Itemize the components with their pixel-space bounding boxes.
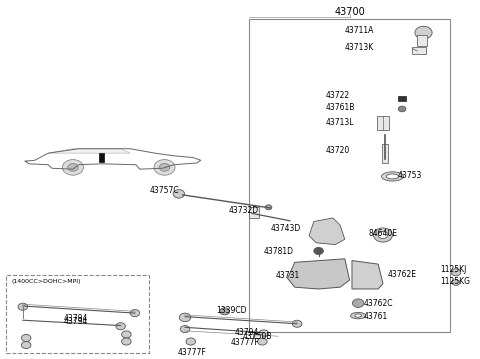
Text: 43794: 43794 bbox=[235, 328, 260, 337]
Circle shape bbox=[173, 190, 184, 198]
Circle shape bbox=[180, 326, 190, 333]
Bar bbox=[250, 19, 450, 332]
Circle shape bbox=[451, 269, 461, 276]
Polygon shape bbox=[352, 261, 383, 289]
Text: 43794: 43794 bbox=[63, 317, 88, 326]
Bar bbox=[411, 47, 426, 53]
Text: 43757C: 43757C bbox=[149, 186, 179, 195]
Circle shape bbox=[259, 330, 268, 337]
Text: 43762C: 43762C bbox=[364, 299, 394, 308]
Circle shape bbox=[186, 338, 195, 345]
Bar bbox=[417, 35, 427, 46]
Text: 43711A: 43711A bbox=[345, 26, 374, 35]
Text: 43750B: 43750B bbox=[242, 332, 272, 341]
Text: 1339CD: 1339CD bbox=[216, 306, 247, 315]
Circle shape bbox=[62, 159, 84, 175]
Bar bbox=[6, 275, 149, 353]
Text: 43722: 43722 bbox=[326, 90, 350, 99]
Text: 43777F: 43777F bbox=[230, 339, 259, 348]
Ellipse shape bbox=[386, 174, 399, 179]
Text: 43731: 43731 bbox=[276, 271, 300, 280]
Circle shape bbox=[116, 323, 125, 330]
Text: 43713K: 43713K bbox=[345, 43, 374, 52]
Circle shape bbox=[22, 335, 31, 341]
Circle shape bbox=[154, 159, 175, 175]
Text: 43720: 43720 bbox=[326, 146, 350, 155]
Bar bbox=[250, 207, 259, 218]
Circle shape bbox=[265, 205, 272, 210]
Text: 43794: 43794 bbox=[63, 313, 88, 323]
Ellipse shape bbox=[350, 312, 366, 319]
Bar bbox=[377, 116, 389, 130]
Circle shape bbox=[68, 163, 78, 171]
Circle shape bbox=[18, 303, 28, 310]
Bar bbox=[382, 144, 388, 163]
Text: 43777F: 43777F bbox=[178, 348, 206, 357]
Circle shape bbox=[258, 338, 267, 345]
Circle shape bbox=[352, 299, 364, 307]
Circle shape bbox=[130, 309, 140, 317]
Text: 43743D: 43743D bbox=[271, 224, 301, 233]
Text: 1125KG: 1125KG bbox=[440, 278, 470, 286]
Text: 43781D: 43781D bbox=[264, 247, 294, 256]
Bar bbox=[99, 153, 104, 162]
Circle shape bbox=[415, 26, 432, 39]
Text: 43700: 43700 bbox=[334, 7, 365, 17]
Text: 43761: 43761 bbox=[364, 312, 388, 321]
Polygon shape bbox=[309, 218, 345, 244]
Circle shape bbox=[159, 163, 170, 171]
Circle shape bbox=[121, 331, 131, 338]
Circle shape bbox=[22, 341, 31, 349]
Polygon shape bbox=[48, 149, 130, 153]
Ellipse shape bbox=[355, 314, 361, 317]
Circle shape bbox=[180, 313, 191, 322]
Text: 43713L: 43713L bbox=[326, 118, 354, 127]
Bar bbox=[253, 334, 262, 338]
Text: 43753: 43753 bbox=[397, 171, 421, 180]
Text: (1400CC>DOHC>MPI): (1400CC>DOHC>MPI) bbox=[12, 279, 82, 284]
Text: 43761B: 43761B bbox=[326, 103, 355, 112]
Text: 1125KJ: 1125KJ bbox=[440, 265, 467, 274]
Circle shape bbox=[121, 338, 131, 345]
Circle shape bbox=[292, 320, 302, 327]
Circle shape bbox=[314, 247, 324, 255]
Bar bbox=[398, 96, 406, 101]
Text: 43762E: 43762E bbox=[388, 270, 417, 279]
Polygon shape bbox=[288, 259, 349, 289]
Ellipse shape bbox=[382, 172, 404, 181]
Circle shape bbox=[373, 228, 393, 242]
Circle shape bbox=[452, 280, 460, 285]
Text: 84640E: 84640E bbox=[369, 229, 397, 238]
Circle shape bbox=[220, 308, 229, 315]
Circle shape bbox=[378, 232, 388, 238]
Text: 43732D: 43732D bbox=[228, 206, 259, 215]
Circle shape bbox=[398, 106, 406, 112]
